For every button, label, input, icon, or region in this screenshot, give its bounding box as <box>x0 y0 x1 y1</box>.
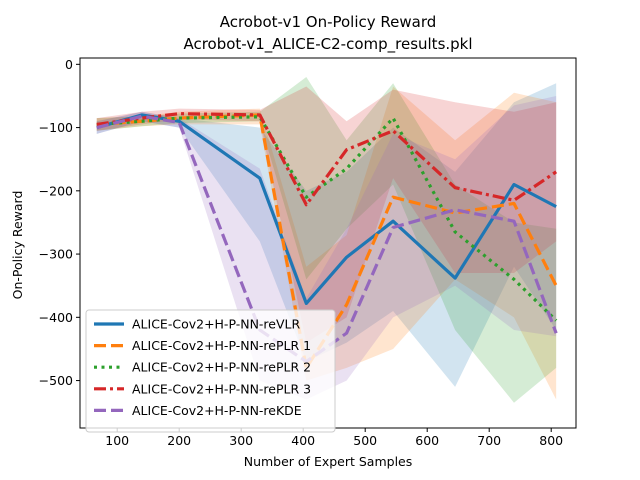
legend-label-4: ALICE-Cov2+H-P-NN-rePLR 3 <box>132 381 311 396</box>
confidence-band-4 <box>96 86 557 343</box>
x-tick-label: 100 <box>105 433 129 448</box>
confidence-bands <box>96 76 557 403</box>
x-tick-label: 600 <box>415 433 439 448</box>
confidence-band-2 <box>96 86 557 400</box>
series-line-3 <box>96 115 558 322</box>
legend: ALICE-Cov2+H-P-NN-reVLR ALICE-Cov2+H-P-NN… <box>85 309 336 433</box>
y-axis-title: On-Policy Reward <box>10 191 25 300</box>
legend-label-1: ALICE-Cov2+H-P-NN-reVLR <box>132 317 301 332</box>
chart-subtitle: Acrobot-v1_ALICE-C2-comp_results.pkl <box>183 35 472 54</box>
confidence-band-3 <box>96 76 557 403</box>
series-line-5 <box>96 114 558 364</box>
y-tick-label: −100 <box>39 120 73 135</box>
legend-frame <box>85 309 336 433</box>
x-tick-label: 700 <box>477 433 501 448</box>
series-line-4 <box>96 112 558 207</box>
series-line-2 <box>96 113 558 370</box>
y-tick-label: 0 <box>65 57 73 72</box>
y-tick-label: −300 <box>39 247 73 262</box>
confidence-band-5 <box>96 95 557 400</box>
x-axis-title: Number of Expert Samples <box>244 454 413 469</box>
y-axis: 0 −100 −200 −300 −400 −500 <box>39 57 80 388</box>
x-axis: 100 200 300 400 500 600 700 800 <box>105 428 563 448</box>
chart-title: Acrobot-v1 On-Policy Reward <box>220 13 437 31</box>
y-tick-label: −400 <box>39 310 73 325</box>
x-tick-label: 300 <box>229 433 253 448</box>
x-tick-label: 400 <box>291 433 315 448</box>
legend-label-3: ALICE-Cov2+H-P-NN-rePLR 2 <box>132 360 311 375</box>
y-tick-label: −500 <box>39 373 73 388</box>
legend-label-5: ALICE-Cov2+H-P-NN-reKDE <box>132 403 302 418</box>
series-lines <box>96 112 558 370</box>
confidence-band-1 <box>96 83 557 387</box>
y-tick-label: −200 <box>39 183 73 198</box>
x-tick-label: 800 <box>539 433 563 448</box>
x-tick-label: 200 <box>167 433 191 448</box>
series-line-1 <box>96 113 557 306</box>
x-tick-label: 500 <box>353 433 377 448</box>
legend-label-2: ALICE-Cov2+H-P-NN-rePLR 1 <box>132 338 311 353</box>
